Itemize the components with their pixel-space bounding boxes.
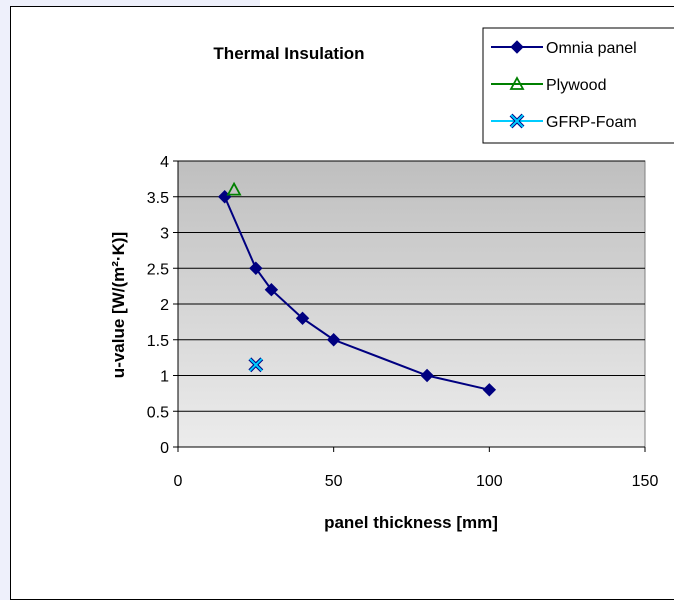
series-gfrp-foam [248,357,264,373]
y-tick-label: 0.5 [147,404,169,421]
axes [173,160,646,452]
y-tick-label: 3.5 [147,190,169,207]
chart-title: Thermal Insulation [213,44,364,63]
x-tick-label: 50 [325,473,343,490]
data-point-triangle [509,76,525,90]
x-tick-label: 100 [476,473,503,490]
y-tick-label: 4 [160,154,169,171]
y-tick-label: 0 [160,440,169,457]
data-point-diamond [249,261,263,275]
x-axis-title: panel thickness [mm] [324,513,498,532]
legend-entry: GFRP-Foam [491,113,637,131]
data-point-x [509,113,525,129]
y-tick-labels: 0 0.5 1 1.5 2 2.5 3 3.5 4 [147,154,169,457]
data-point-diamond [264,282,279,297]
legend-label: Plywood [546,77,606,94]
legend-label: Omnia panel [546,40,637,57]
x-tick-label: 0 [174,473,183,490]
y-tick-label: 3 [160,226,169,243]
x-tick-label: 150 [632,473,659,490]
data-point-x [248,357,264,373]
data-point-diamond [420,368,434,383]
legend-entry: Plywood [491,76,606,94]
series-omnia-panel [217,190,497,397]
legend-label: GFRP-Foam [546,114,637,131]
y-tick-label: 1 [160,369,169,386]
x-tick-labels: 0 50 100 150 [174,473,659,490]
data-point-diamond [510,40,524,54]
background-strip-left [0,0,10,600]
data-point-diamond [295,311,310,326]
background-strip-top [0,0,260,6]
y-tick-label: 2 [160,297,169,314]
y-axis-title: u-value [W/(m²·K)] [109,232,128,378]
data-point-x-stroke [249,358,263,372]
y-tick-label: 1.5 [147,333,169,350]
data-point-diamond [482,383,497,397]
legend: Omnia panel Plywood GFRP-Foam [482,27,674,144]
legend-entry: Omnia panel [491,40,637,57]
data-point-triangle [226,181,242,196]
data-point-diamond [326,333,341,347]
y-tick-label: 2.5 [147,261,169,278]
data-series [217,181,497,397]
series-plywood [226,181,242,196]
data-point-x-stroke [510,114,524,128]
